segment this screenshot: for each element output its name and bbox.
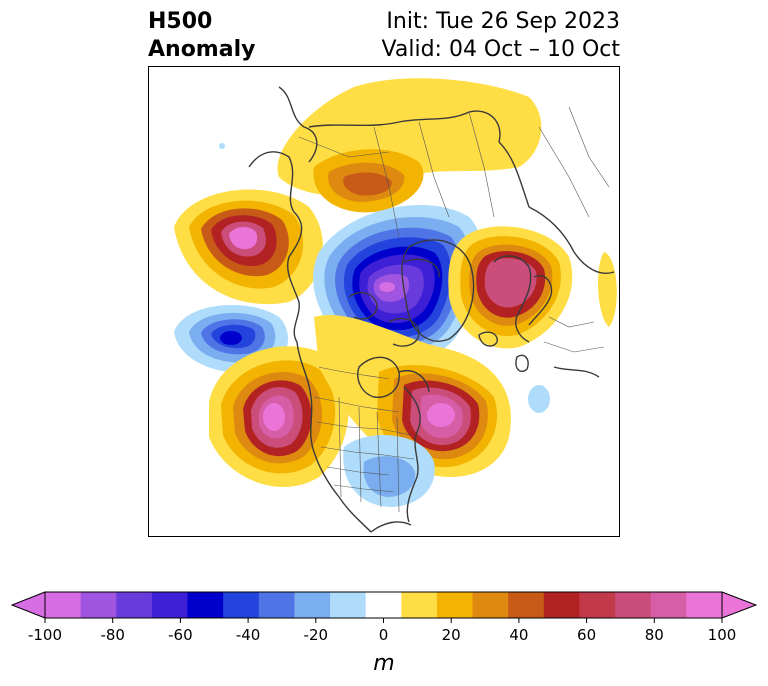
colorbar-swatches [10,591,758,619]
colorbar-swatch [294,592,331,618]
anomaly-map-svg [174,78,617,533]
colorbar-tick-label: -60 [168,626,193,644]
colorbar-tick-label: -100 [28,626,62,644]
colorbar-extend-high [721,591,758,619]
colorbar-swatch [187,592,224,618]
colorbar-tick-label: 0 [379,626,389,644]
coastlines [248,86,615,533]
political-borders [298,106,610,513]
colorbar-tick-label: -40 [236,626,261,644]
colorbar-swatch [650,592,687,618]
colorbar-swatch [579,592,616,618]
colorbar-swatch [258,592,295,618]
colorbar-swatch [116,592,153,618]
colorbar-swatch [365,592,402,618]
colorbar-swatch [436,592,474,618]
map-dates: Init: Tue 26 Sep 2023 Valid: 04 Oct – 10… [382,8,620,64]
colorbar-swatch [543,592,580,618]
positive-anomaly-europe [597,252,617,327]
colorbar-swatch [80,592,117,618]
colorbar-swatch [615,592,652,618]
colorbar-swatch [223,592,260,618]
colorbar-swatch [508,592,545,618]
anomaly-map [148,66,620,537]
colorbar: -100 -80 -60 -40 -20 0 20 40 60 80 100 m [0,580,768,680]
colorbar-unit-label: m [373,651,394,676]
colorbar-swatch [401,592,438,618]
positive-anomaly-east-pacific [174,189,323,305]
colorbar-tick-label: -20 [304,626,329,644]
colorbar-tick-label: 60 [577,626,596,644]
colorbar-swatch [472,592,509,618]
colorbar-tick-label: 20 [442,626,461,644]
negative-anomaly-central-us [343,435,435,507]
map-title: H500 Anomaly [148,8,255,64]
colorbar-swatch [151,592,189,618]
colorbar-tick-label: 100 [708,626,737,644]
title-line-1: H500 [148,9,213,34]
valid-period: Valid: 04 Oct – 10 Oct [381,37,620,62]
negative-anomaly-atlantic [528,385,550,413]
anomaly-field [174,78,617,507]
colorbar-extend-low [10,591,46,619]
colorbar-tick-label: -80 [100,626,125,644]
title-line-2: Anomaly [148,37,256,62]
colorbar-tick-label: 80 [645,626,664,644]
colorbar-tick-label: 40 [509,626,528,644]
colorbar-svg: -100 -80 -60 -40 -20 0 20 40 60 80 100 m [10,591,758,676]
colorbar-swatch [330,592,367,618]
negative-anomaly-pacific [174,305,289,373]
colorbar-swatch [45,592,82,618]
negative-anomaly-north-pacific-spot [219,143,225,149]
init-date: Init: Tue 26 Sep 2023 [386,9,620,34]
colorbar-ticks: -100 -80 -60 -40 -20 0 20 40 60 80 100 [28,618,736,644]
colorbar-swatch [686,592,723,618]
positive-anomaly-scandinavia [448,226,573,349]
